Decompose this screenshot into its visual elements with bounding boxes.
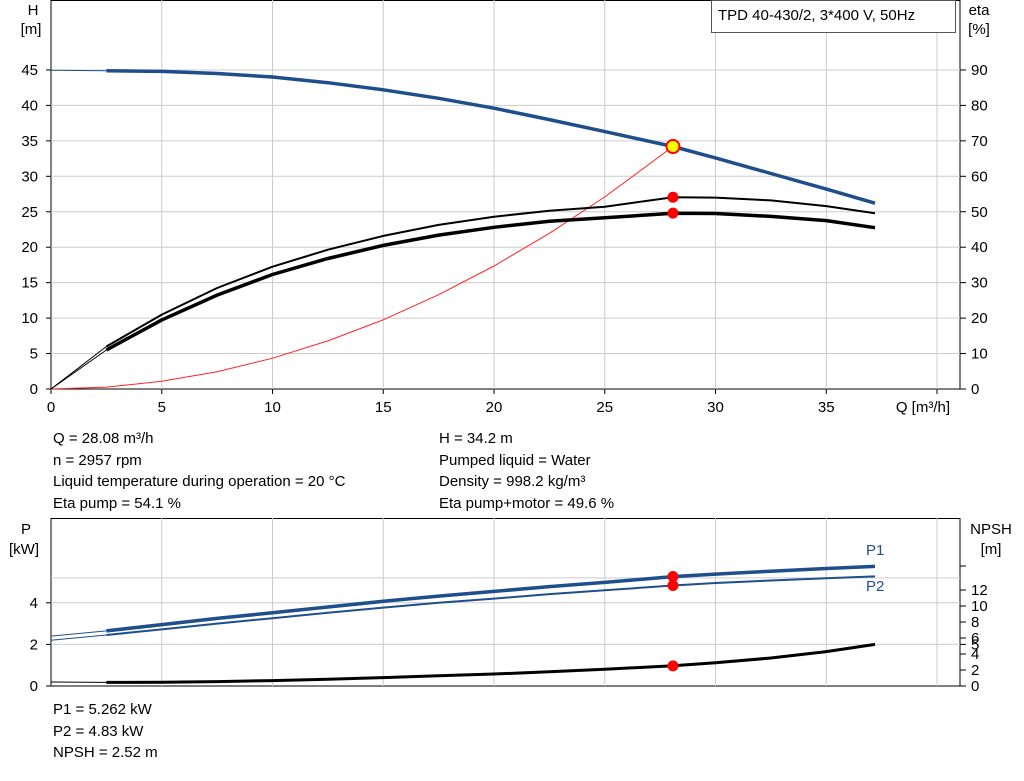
x-tick-label: 0 bbox=[47, 399, 55, 416]
head-curve-line bbox=[106, 68, 876, 205]
x-tick-label: 20 bbox=[486, 399, 503, 416]
y-axis-title-npsh: NPSH bbox=[970, 521, 1012, 538]
p2-curve-line bbox=[106, 575, 876, 636]
efficiency-point-marker bbox=[667, 207, 679, 219]
info-eta-pump: Eta pump = 54.1 % bbox=[53, 494, 181, 512]
y-tick-label-npsh: 4 bbox=[971, 646, 979, 663]
y-tick-label-left: 30 bbox=[21, 168, 38, 185]
y-tick-label-left: 45 bbox=[21, 62, 38, 79]
info-liquid-temperature: Liquid temperature during operation = 20… bbox=[53, 473, 346, 490]
y-tick-label-left: 40 bbox=[21, 97, 38, 114]
efficiency-point-marker bbox=[667, 191, 679, 203]
x-tick-label: 25 bbox=[596, 399, 613, 416]
y-tick-label-power: 0 bbox=[30, 678, 38, 695]
y-tick-label-power: 4 bbox=[30, 595, 38, 612]
y-tick-label-right: 50 bbox=[971, 204, 988, 221]
eta-motor-extension-line bbox=[50, 349, 107, 390]
y-tick-label-npsh: 5 bbox=[971, 636, 979, 653]
y-tick-label-power: 2 bbox=[30, 636, 38, 653]
info-speed: n = 2957 rpm bbox=[53, 451, 142, 469]
y-tick-label-right: 20 bbox=[971, 310, 988, 327]
y-tick-label-npsh: 6 bbox=[971, 630, 979, 647]
power-point-marker bbox=[667, 660, 679, 672]
info-left: Q = 28.08 m³/h n = 2957 rpm Liquid tempe… bbox=[53, 428, 345, 514]
y-tick-label-right: 90 bbox=[971, 62, 988, 79]
x-axis-title: Q [m³/h] bbox=[896, 399, 950, 416]
y-tick-label-npsh: 8 bbox=[971, 614, 979, 631]
info-npsh: NPSH = 2.52 m bbox=[53, 744, 158, 761]
y-tick-label-right: 10 bbox=[971, 346, 988, 363]
power-point-marker bbox=[667, 580, 679, 592]
series-label-p2: P2 bbox=[866, 578, 884, 595]
info-density: Density = 998.2 kg/m³ bbox=[439, 473, 586, 490]
p1-extension-line bbox=[50, 630, 107, 637]
x-tick-label: 30 bbox=[707, 399, 724, 416]
npsh-curve-line bbox=[106, 642, 876, 684]
x-tick-label: 15 bbox=[375, 399, 392, 416]
system-curve-line bbox=[50, 146, 674, 390]
y-tick-label-right: 80 bbox=[971, 97, 988, 114]
p1-curve-line bbox=[106, 564, 876, 633]
y-tick-label-left: 25 bbox=[21, 204, 38, 221]
info-pumped-liquid: Pumped liquid = Water bbox=[439, 451, 591, 469]
info-right: H = 34.2 m Pumped liquid = Water Density… bbox=[439, 428, 614, 514]
y-tick-label-npsh: 0 bbox=[971, 678, 979, 695]
y-tick-label-right: 30 bbox=[971, 275, 988, 292]
y-axis-title-right: eta bbox=[969, 2, 991, 19]
duty-point-marker bbox=[665, 139, 681, 155]
power-point-marker bbox=[667, 571, 679, 583]
y-tick-label-left: 5 bbox=[30, 346, 38, 363]
y-axis-unit-right: [%] bbox=[968, 21, 990, 38]
y-axis-unit-npsh: [m] bbox=[981, 541, 1002, 558]
title-box bbox=[711, 0, 956, 33]
x-tick-label: 35 bbox=[818, 399, 835, 416]
p2-extension-line bbox=[50, 634, 107, 641]
x-tick-label: 10 bbox=[264, 399, 281, 416]
y-axis-unit-power: [kW] bbox=[9, 541, 39, 558]
plot-frame-bottom bbox=[50, 518, 961, 687]
info-bottom: P1 = 5.262 kW P2 = 4.83 kW NPSH = 2.52 m bbox=[53, 699, 158, 764]
eta-pump-line bbox=[105, 196, 876, 348]
info-p2: P2 = 4.83 kW bbox=[53, 722, 144, 740]
x-tick-label: 5 bbox=[158, 399, 166, 416]
y-tick-label-npsh: 2 bbox=[971, 662, 979, 679]
plot-frame-top bbox=[50, 0, 961, 390]
y-tick-label-left: 35 bbox=[21, 133, 38, 150]
y-tick-label-npsh: 12 bbox=[971, 582, 988, 599]
info-eta-pump-motor: Eta pump+motor = 49.6 % bbox=[439, 494, 615, 512]
y-tick-label-npsh: 10 bbox=[971, 598, 988, 615]
y-axis-title-power: P bbox=[21, 521, 31, 538]
info-flow: Q = 28.08 m³/h bbox=[53, 430, 154, 447]
y-tick-label-left: 0 bbox=[30, 381, 38, 398]
y-tick-label-left: 10 bbox=[21, 310, 38, 327]
series-label-p1: P1 bbox=[866, 542, 884, 559]
eta-pump-motor-line bbox=[105, 211, 876, 352]
y-tick-label-right: 40 bbox=[971, 239, 988, 256]
y-axis-unit-left: [m] bbox=[21, 21, 42, 38]
chart-title: TPD 40-430/2, 3*400 V, 50Hz bbox=[718, 7, 915, 24]
y-tick-label-right: 60 bbox=[971, 168, 988, 185]
y-tick-label-right: 0 bbox=[971, 381, 979, 398]
y-tick-label-right: 70 bbox=[971, 133, 988, 150]
y-axis-title-left: H bbox=[28, 2, 39, 19]
y-tick-label-left: 20 bbox=[21, 239, 38, 256]
info-head: H = 34.2 m bbox=[439, 430, 513, 447]
info-p1: P1 = 5.262 kW bbox=[53, 701, 152, 718]
y-tick-label-left: 15 bbox=[21, 275, 38, 292]
